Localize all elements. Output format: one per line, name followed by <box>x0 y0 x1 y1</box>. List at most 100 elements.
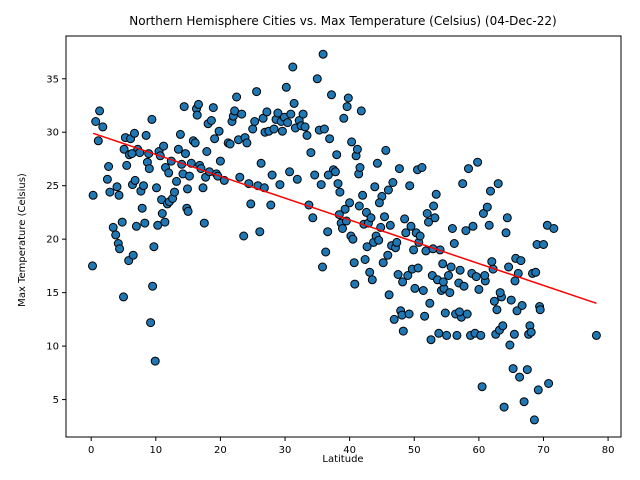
scatter-point <box>325 134 335 144</box>
scatter-point <box>144 164 154 174</box>
scatter-point <box>323 170 333 180</box>
scatter-point <box>418 286 428 295</box>
y-tick-label: 5 <box>53 395 59 406</box>
scatter-point <box>447 224 457 233</box>
scatter-point <box>302 130 312 140</box>
scatter-point <box>473 157 483 167</box>
scatter-point <box>112 182 122 192</box>
scatter-point <box>306 148 316 158</box>
scatter-point <box>323 227 333 237</box>
y-tick-label: 30 <box>46 128 59 139</box>
scatter-point <box>152 183 161 193</box>
scatter-point <box>181 149 190 159</box>
scatter-point <box>327 90 336 100</box>
x-axis-label: Latitude <box>322 454 363 465</box>
scatter-point <box>413 263 423 273</box>
scatter-point <box>127 149 137 159</box>
scatter-point <box>128 250 138 260</box>
scatter-point <box>499 402 509 412</box>
scatter-point <box>349 258 359 268</box>
scatter-point <box>478 209 488 218</box>
scatter-point <box>192 110 202 120</box>
scatter-point <box>459 281 469 291</box>
scatter-point <box>262 107 272 117</box>
scatter-point <box>495 288 505 298</box>
scatter-point <box>104 162 114 171</box>
scatter-point <box>183 184 192 194</box>
regression-line <box>92 132 597 305</box>
scatter-point <box>458 179 468 189</box>
scatter-point <box>210 134 220 144</box>
scatter-point <box>426 335 436 345</box>
x-axis-ticks: 0 10 20 30 40 50 60 70 80 <box>88 437 614 456</box>
scatter-point <box>157 209 167 218</box>
scatter-point <box>410 283 420 293</box>
scatter-point <box>374 235 384 245</box>
scatter-point <box>378 258 388 268</box>
y-tick-label: 10 <box>46 342 59 353</box>
scatter-point <box>267 170 277 180</box>
scatter-point <box>275 180 285 190</box>
scatter-point <box>340 204 350 214</box>
scatter-point <box>477 382 487 392</box>
scatter-point <box>544 379 554 388</box>
scatter-point <box>461 226 471 236</box>
scatter-point <box>159 141 169 151</box>
scatter-point <box>444 271 453 280</box>
scatter-point <box>255 227 265 237</box>
scatter-point <box>266 200 276 210</box>
scatter-point <box>242 138 252 148</box>
scatter-point <box>360 255 370 264</box>
scatter-point <box>438 259 448 269</box>
scatter-point <box>347 137 357 147</box>
scatter-point <box>512 306 522 316</box>
scatter-point <box>342 102 352 112</box>
scatter-point <box>105 187 115 197</box>
scatter-point <box>148 281 158 291</box>
scatter-point <box>288 62 298 72</box>
scatter-point <box>164 168 174 178</box>
scatter-point <box>487 257 497 267</box>
scatter-point <box>139 181 148 191</box>
scatter-point <box>389 314 399 324</box>
y-axis-ticks: 5 10 15 20 25 30 35 <box>46 74 66 406</box>
scatter-point <box>535 305 545 315</box>
scatter-point <box>321 247 331 257</box>
scatter-point <box>401 228 411 238</box>
x-tick-label: 60 <box>472 445 485 456</box>
scatter-point <box>417 163 427 172</box>
scatter-point <box>591 330 601 340</box>
scatter-point <box>442 330 452 340</box>
scatter-point <box>318 49 328 59</box>
y-tick-label: 35 <box>46 74 59 85</box>
scatter-point <box>300 122 310 132</box>
scatter-point <box>237 109 247 119</box>
scatter-point <box>508 364 518 374</box>
scatter-point <box>88 190 98 200</box>
scatter-point <box>285 167 295 177</box>
scatter-point <box>119 292 128 302</box>
scatter-point <box>172 176 181 186</box>
scatter-point <box>343 93 353 103</box>
scatter-point <box>348 234 358 244</box>
scatter-point <box>202 147 212 156</box>
scatter-point <box>350 279 360 289</box>
scatter-point <box>425 298 435 308</box>
scatter-point <box>308 213 318 223</box>
x-tick-label: 10 <box>149 445 162 456</box>
scatter-point <box>117 217 127 227</box>
scatter-point <box>422 209 432 218</box>
scatter-point <box>529 415 539 425</box>
scatter-point <box>515 372 525 382</box>
scatter-point <box>404 309 414 319</box>
scatter-point <box>246 199 256 209</box>
scatter-point <box>517 301 527 310</box>
scatter-point <box>339 113 349 123</box>
scatter-point <box>198 183 208 193</box>
x-tick-label: 30 <box>279 445 292 456</box>
scatter-point <box>420 311 430 321</box>
scatter-point <box>446 262 456 272</box>
scatter-point <box>476 330 486 340</box>
scatter-point <box>214 126 224 136</box>
